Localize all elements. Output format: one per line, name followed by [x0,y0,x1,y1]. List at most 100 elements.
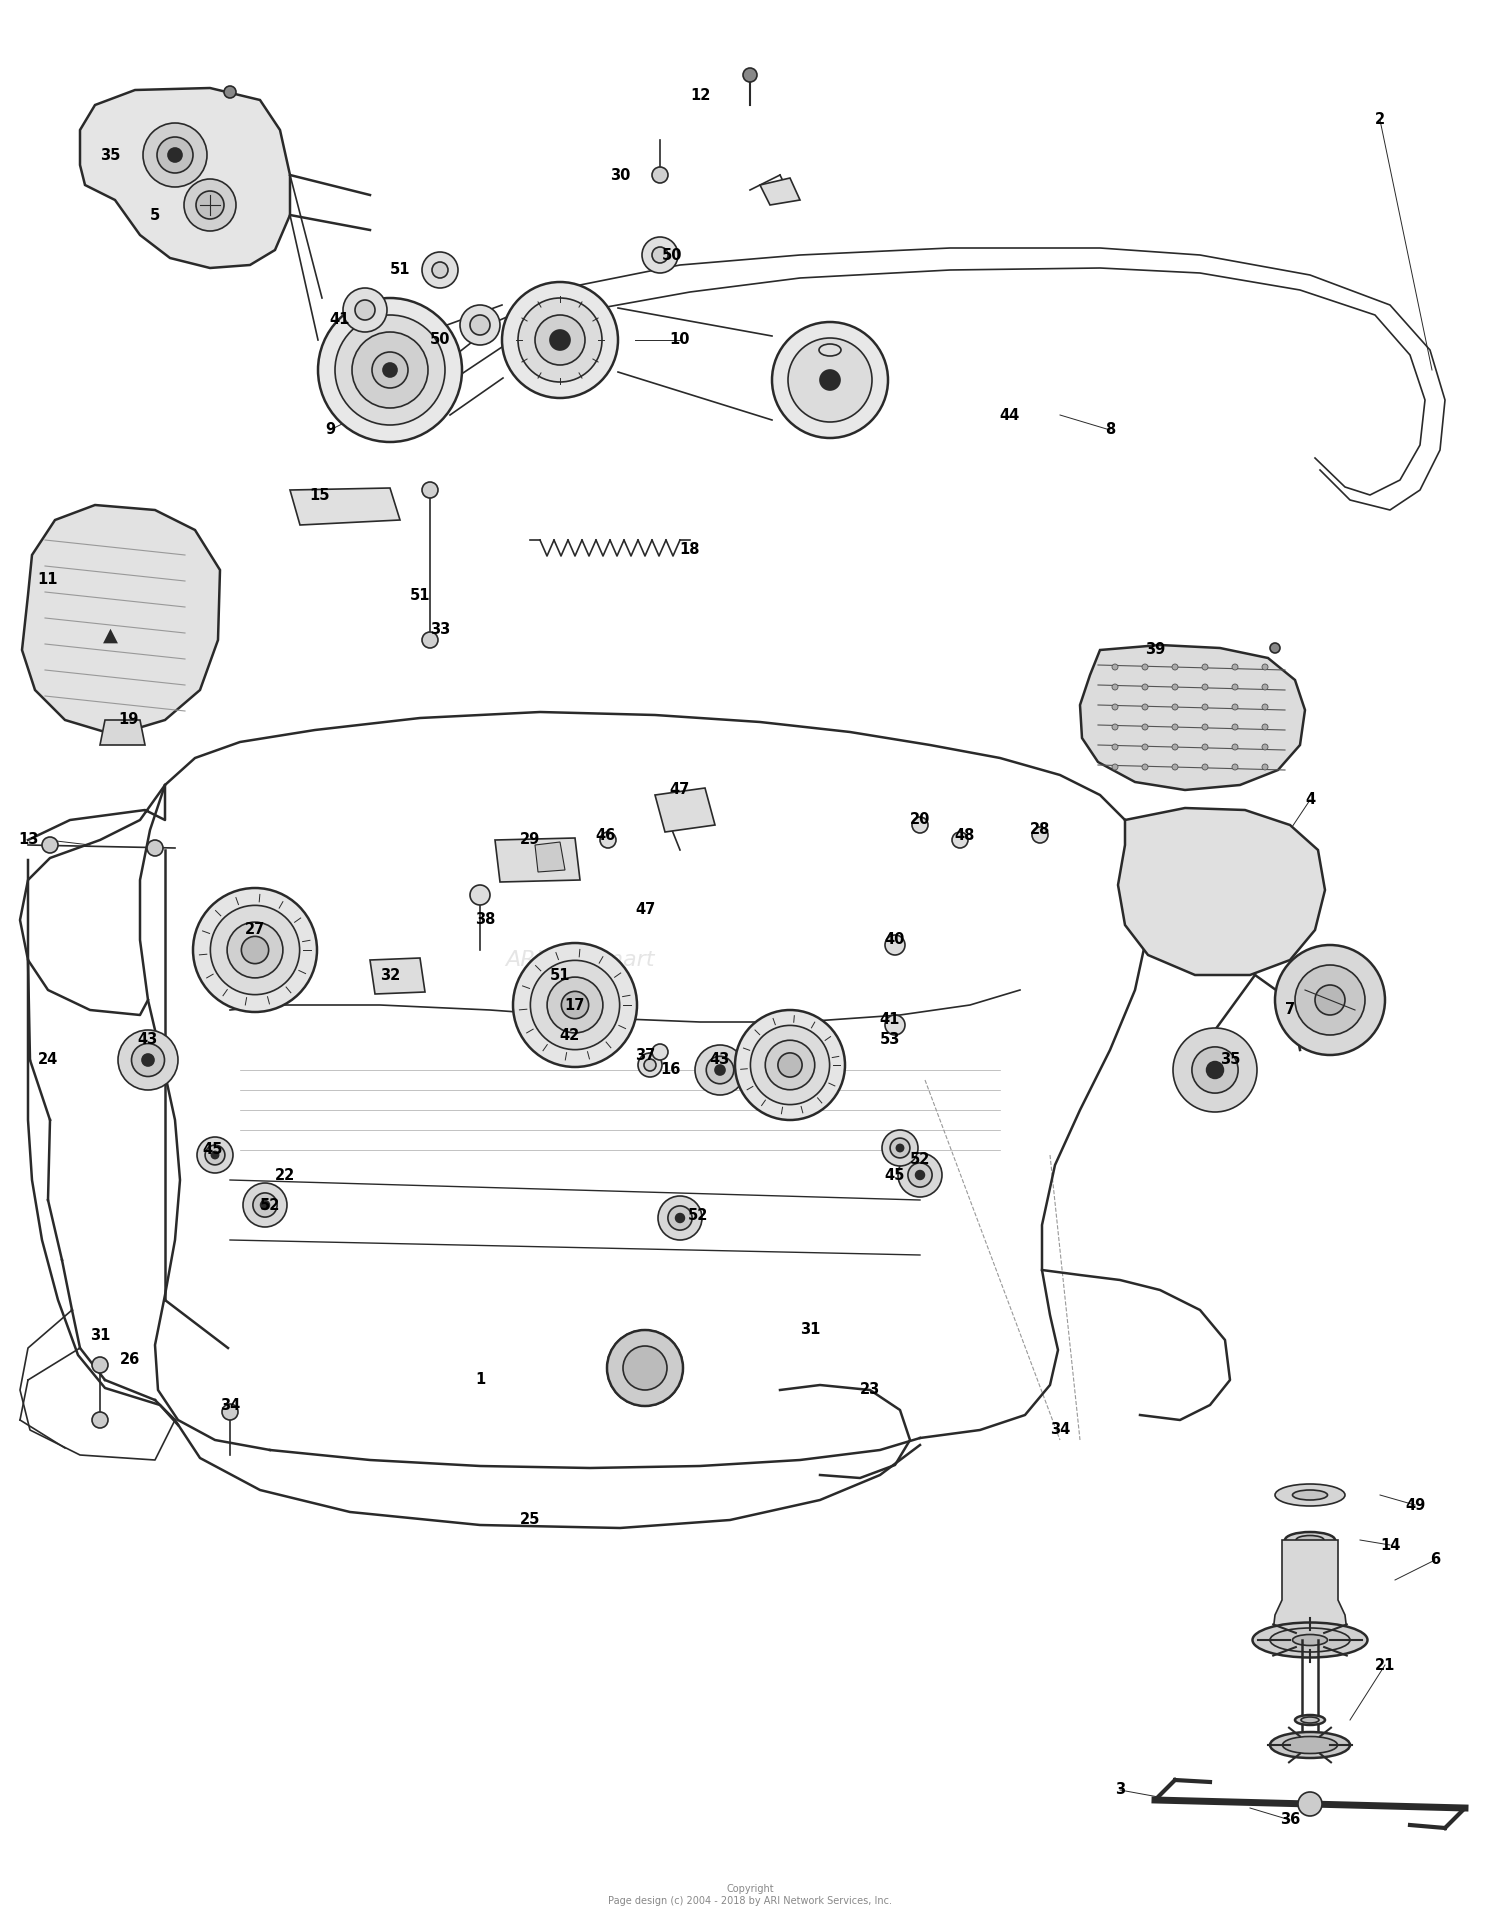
Circle shape [1232,763,1238,771]
Circle shape [118,1031,178,1091]
Circle shape [222,1405,238,1420]
Circle shape [470,884,490,906]
Text: 19: 19 [118,713,138,728]
Text: 43: 43 [710,1052,730,1068]
Text: 51: 51 [390,262,410,277]
Text: 35: 35 [1220,1052,1240,1068]
Circle shape [1262,665,1268,671]
Circle shape [206,1145,225,1166]
Text: 44: 44 [1000,407,1020,422]
Circle shape [600,832,616,848]
Polygon shape [656,788,716,832]
Ellipse shape [1296,1536,1324,1545]
Circle shape [1112,703,1118,709]
Text: 31: 31 [800,1322,820,1337]
Circle shape [638,1052,662,1077]
Text: 38: 38 [476,913,495,927]
Text: 49: 49 [1406,1497,1425,1513]
Circle shape [550,330,570,351]
Ellipse shape [1270,1732,1350,1757]
Circle shape [184,179,236,231]
Circle shape [1172,684,1178,690]
Circle shape [735,1010,844,1120]
Polygon shape [1118,807,1324,975]
Text: 29: 29 [520,832,540,848]
Circle shape [1206,1062,1224,1079]
Circle shape [1316,985,1346,1016]
Circle shape [1202,744,1208,750]
Text: 6: 6 [1430,1553,1440,1567]
Text: 13: 13 [18,832,38,848]
Circle shape [1142,744,1148,750]
Circle shape [765,1041,814,1091]
Text: 2: 2 [1376,112,1384,127]
Circle shape [1232,703,1238,709]
Text: 42: 42 [560,1027,580,1043]
Circle shape [885,935,904,956]
Circle shape [885,1016,904,1035]
Ellipse shape [1293,1634,1328,1646]
Circle shape [1262,703,1268,709]
Circle shape [254,1193,278,1218]
Circle shape [142,123,207,187]
Text: 28: 28 [1030,823,1050,838]
Circle shape [344,287,387,331]
Circle shape [1192,1046,1237,1093]
Circle shape [210,906,300,994]
Circle shape [778,1052,802,1077]
Text: 50: 50 [429,333,450,347]
Circle shape [242,937,268,964]
Circle shape [147,840,164,856]
Circle shape [1232,725,1238,730]
Circle shape [750,1025,830,1104]
Circle shape [1112,665,1118,671]
Circle shape [531,960,620,1050]
Text: 3: 3 [1114,1782,1125,1798]
Circle shape [642,237,678,274]
Text: 23: 23 [859,1382,880,1397]
Text: 45: 45 [202,1143,223,1158]
Circle shape [1172,763,1178,771]
Circle shape [470,314,490,335]
Text: ARIPartSmart: ARIPartSmart [506,950,654,969]
Polygon shape [760,177,800,204]
Circle shape [158,137,194,173]
Text: 47: 47 [670,782,690,798]
Circle shape [194,888,316,1012]
Circle shape [915,1170,924,1179]
Circle shape [608,1330,682,1407]
Polygon shape [1272,1540,1348,1640]
Circle shape [652,1044,668,1060]
Polygon shape [1080,646,1305,790]
Circle shape [788,337,871,422]
Text: 30: 30 [610,168,630,183]
Circle shape [226,923,284,977]
Text: 22: 22 [274,1168,296,1183]
Text: 10: 10 [669,333,690,347]
Circle shape [1270,644,1280,653]
Text: 31: 31 [90,1328,110,1343]
Circle shape [912,817,928,832]
Ellipse shape [1300,1717,1318,1723]
Circle shape [261,1201,270,1210]
Circle shape [898,1152,942,1197]
Text: 21: 21 [1376,1657,1395,1673]
Text: 17: 17 [566,998,585,1012]
Circle shape [196,1137,232,1174]
Text: 4: 4 [1305,792,1316,807]
Circle shape [821,370,840,389]
Text: 53: 53 [880,1033,900,1048]
Circle shape [518,299,602,382]
Text: 39: 39 [1144,642,1166,657]
Circle shape [168,148,182,162]
Circle shape [422,482,438,497]
Circle shape [908,1162,932,1187]
Circle shape [536,314,585,364]
Circle shape [243,1183,286,1227]
Circle shape [658,1197,702,1239]
Text: 52: 52 [910,1152,930,1168]
Circle shape [1262,725,1268,730]
Text: 7: 7 [1286,1002,1294,1017]
Text: 34: 34 [1050,1422,1070,1438]
Polygon shape [536,842,566,873]
